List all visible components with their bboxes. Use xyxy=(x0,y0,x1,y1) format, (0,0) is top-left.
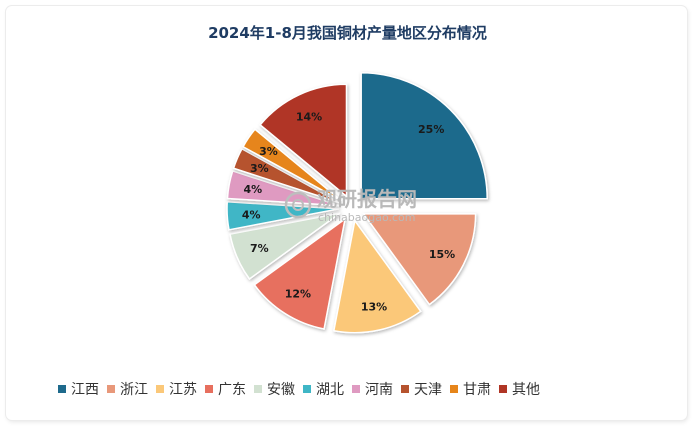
legend-label: 广东 xyxy=(218,382,246,398)
pie-slice-4 xyxy=(253,217,347,330)
legend-label: 江苏 xyxy=(169,382,197,398)
data-label-1: 25% xyxy=(418,123,444,136)
legend-item-1: 江西 xyxy=(58,379,99,399)
data-label-9: 3% xyxy=(259,145,278,158)
legend-swatch-icon xyxy=(450,385,458,393)
watermark-text: 观研报告网 xyxy=(317,187,417,211)
data-label-8: 3% xyxy=(250,162,269,175)
watermark-url: chinabaogao.com xyxy=(318,211,416,224)
pie-slice-9 xyxy=(242,128,342,202)
pie-slice-8 xyxy=(232,147,341,204)
pie-slice-3 xyxy=(332,218,422,334)
legend-item-5: 安徽 xyxy=(254,379,295,399)
watermark-logo-icon xyxy=(284,191,312,219)
legend-item-9: 甘肃 xyxy=(450,379,491,399)
legend-swatch-icon xyxy=(254,385,262,393)
legend-label: 其他 xyxy=(512,382,540,398)
pie-slices xyxy=(226,72,488,334)
legend-item-7: 河南 xyxy=(352,379,393,399)
pie-data-labels: 25% 15% 13% 12% 7% 4% 4% 3% 3% 14% xyxy=(242,111,455,314)
data-label-5: 7% xyxy=(250,242,269,255)
pie-slice-1 xyxy=(360,72,488,200)
legend-item-2: 浙江 xyxy=(107,379,148,399)
chart-legend: 江西 浙江 江苏 广东 安徽 湖北 河南 天津 甘肃 其他 xyxy=(58,378,540,400)
data-label-10: 14% xyxy=(296,111,322,124)
legend-label: 安徽 xyxy=(267,382,295,398)
data-label-7: 4% xyxy=(243,183,262,196)
legend-label: 天津 xyxy=(414,382,442,398)
pie-slice-10 xyxy=(259,83,348,198)
legend-item-3: 江苏 xyxy=(156,379,197,399)
pie-slice-2 xyxy=(362,213,477,306)
data-label-4: 12% xyxy=(285,287,311,300)
legend-swatch-icon xyxy=(303,385,311,393)
legend-label: 湖北 xyxy=(316,382,344,398)
legend-label: 江西 xyxy=(71,382,99,398)
chart-card xyxy=(6,6,687,420)
chart-title: 2024年1-8月我国铜材产量地区分布情况 xyxy=(208,24,487,42)
legend-label: 浙江 xyxy=(120,382,148,398)
legend-swatch-icon xyxy=(156,385,164,393)
legend-swatch-icon xyxy=(205,385,213,393)
legend-label: 甘肃 xyxy=(463,382,491,398)
pie-slice-7 xyxy=(226,170,340,207)
legend-swatch-icon xyxy=(58,385,66,393)
watermark: 观研报告网 chinabaogao.com xyxy=(284,187,417,224)
legend-label: 河南 xyxy=(365,382,393,398)
legend-swatch-icon xyxy=(401,385,409,393)
pie-slice-5 xyxy=(229,212,341,281)
legend-item-6: 湖北 xyxy=(303,379,344,399)
legend-swatch-icon xyxy=(499,385,507,393)
legend-item-4: 广东 xyxy=(205,379,246,399)
legend-item-10: 其他 xyxy=(499,379,540,399)
data-label-6: 4% xyxy=(242,208,261,221)
data-label-3: 13% xyxy=(361,301,387,314)
data-label-2: 15% xyxy=(429,248,455,261)
legend-swatch-icon xyxy=(107,385,115,393)
legend-swatch-icon xyxy=(352,385,360,393)
legend-item-8: 天津 xyxy=(401,379,442,399)
pie-slice-6 xyxy=(226,200,340,231)
